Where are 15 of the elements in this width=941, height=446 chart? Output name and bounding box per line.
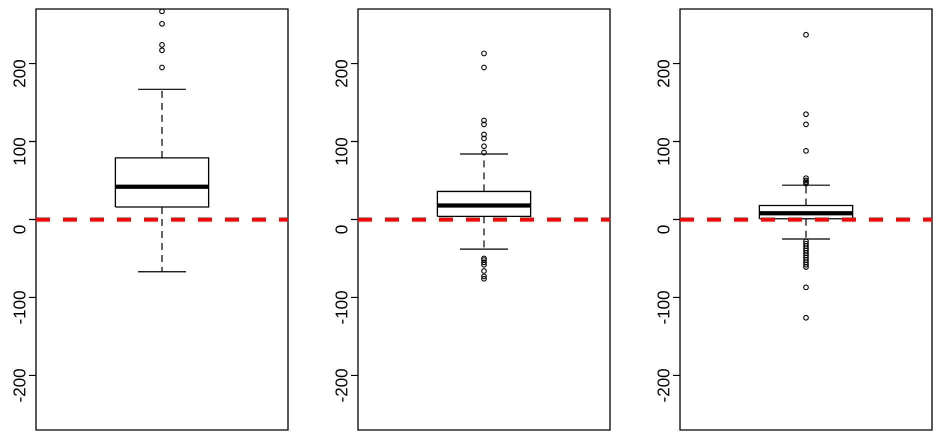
y-tick-label: 200: [657, 60, 670, 87]
y-tick-label: 100: [335, 138, 348, 164]
y-tick-label: 100: [657, 138, 670, 164]
y-tick-label: -200: [335, 369, 348, 402]
y-tick-label: -100: [335, 291, 348, 324]
y-tick-label: 100: [13, 138, 26, 164]
y-tick-label: 0: [657, 225, 670, 234]
y-tick-label: -200: [13, 369, 26, 402]
y-tick-label: 200: [335, 60, 348, 87]
y-tick-label: -200: [657, 369, 670, 402]
y-tick-label: -100: [657, 291, 670, 324]
y-tick-label: 0: [13, 225, 26, 234]
y-tick-label: -100: [13, 291, 26, 324]
y-tick-label: 0: [335, 225, 348, 234]
y-tick-label: 200: [13, 60, 26, 87]
